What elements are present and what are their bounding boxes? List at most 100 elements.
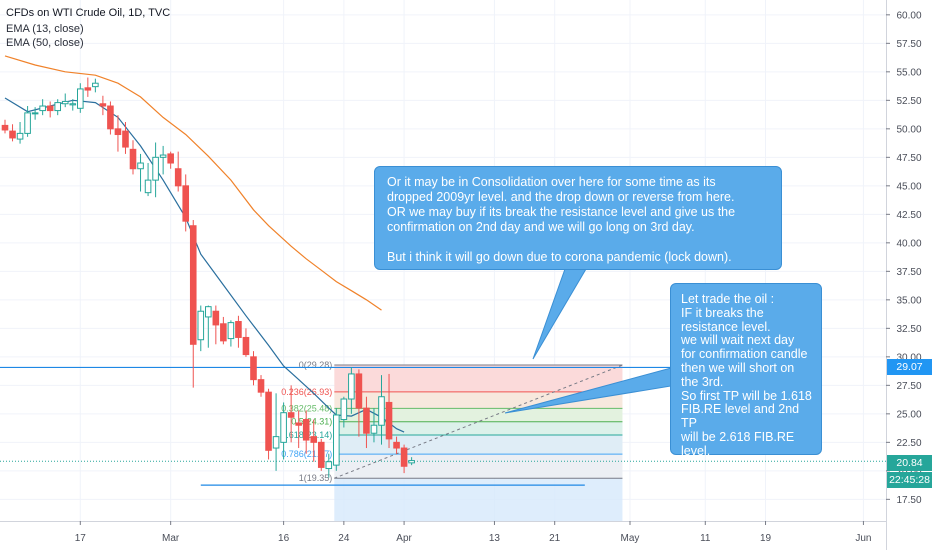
- candle: [16, 121, 24, 144]
- y-tick-label: 32.50: [896, 324, 921, 335]
- x-tick-label: 11: [700, 533, 711, 544]
- candle-body: [310, 436, 318, 443]
- candle: [340, 396, 348, 428]
- candle-body: [370, 424, 378, 434]
- fib-zone: [334, 365, 623, 392]
- candle: [212, 305, 220, 345]
- candle-body: [348, 373, 355, 400]
- last-price-tag: 20.84: [887, 455, 932, 471]
- candle: [159, 145, 167, 175]
- y-tick-label: 25.00: [896, 409, 921, 420]
- y-tick-label: 60.00: [896, 10, 921, 21]
- fib-level-label: 0.786(21.47): [281, 449, 332, 459]
- candle: [205, 305, 212, 348]
- candle-body: [1, 124, 9, 131]
- x-tick-label: May: [621, 533, 640, 544]
- candle-body: [159, 154, 167, 158]
- candle: [250, 351, 257, 386]
- candle-body: [220, 323, 227, 342]
- candle: [317, 438, 325, 471]
- candle: [227, 320, 235, 347]
- candle: [189, 220, 197, 388]
- ema13-legend[interactable]: EMA (13, close): [6, 23, 84, 35]
- candle: [370, 408, 378, 443]
- candle-body: [385, 401, 393, 440]
- candle-body: [355, 373, 363, 409]
- x-tick-label: Apr: [396, 533, 412, 544]
- fib-zone: [334, 454, 623, 479]
- candle-body: [182, 185, 190, 222]
- candle: [107, 101, 114, 135]
- ema50-legend[interactable]: EMA (50, close): [6, 37, 84, 49]
- candle-body: [265, 391, 272, 451]
- y-tick-label: 40.00: [896, 238, 921, 249]
- note-callout-consolidation[interactable]: Or it may be in Consolidation over here …: [374, 166, 782, 270]
- y-tick-label: 57.50: [896, 39, 921, 50]
- x-tick-label: 24: [338, 533, 350, 544]
- countdown-tag: 22:45:28: [887, 472, 932, 488]
- candle-body: [197, 310, 205, 341]
- candle: [46, 101, 54, 118]
- candle-body: [212, 310, 220, 326]
- candle-body: [250, 356, 257, 381]
- candle: [325, 453, 333, 478]
- candle-body: [317, 441, 325, 468]
- candle-body: [92, 82, 99, 88]
- fib-zone: [334, 435, 623, 455]
- candle-body: [167, 153, 174, 164]
- x-tick-label: 16: [278, 533, 290, 544]
- candle: [167, 151, 174, 169]
- candle: [257, 375, 265, 397]
- note-text: Or it may be in Consolidation over here …: [387, 175, 736, 264]
- candle: [144, 163, 152, 197]
- y-tick-label: 52.50: [896, 96, 921, 107]
- candle: [122, 121, 129, 154]
- candle-body: [325, 461, 333, 470]
- note-callout-trade-plan[interactable]: Let trade the oil : IF it breaks the res…: [670, 283, 822, 458]
- candle: [287, 385, 295, 443]
- y-tick-label: 42.50: [896, 210, 921, 221]
- candle: [272, 393, 280, 471]
- candle-body: [333, 414, 340, 466]
- candle-body: [99, 103, 107, 107]
- candle: [242, 328, 250, 357]
- candle: [295, 410, 302, 449]
- x-tick-label: 17: [75, 533, 87, 544]
- candle-body: [77, 88, 84, 109]
- y-tick-label: 47.50: [896, 153, 921, 164]
- time-axis: 17Mar1624Apr1321May1119Jun15: [0, 521, 886, 550]
- candle-body: [363, 407, 370, 434]
- candle-body: [69, 103, 77, 106]
- candle: [24, 106, 31, 137]
- fib-level-label: 0.5(24.31): [291, 417, 332, 427]
- fib-zone: [334, 421, 623, 436]
- fibonacci-retracement: 0(29.28) 0.236(26.93) 0.382(25.48) 0.5(24.3…: [281, 360, 623, 521]
- candle-body: [242, 336, 250, 356]
- candle-body: [408, 460, 415, 464]
- fib-level-label: 0(29.28): [299, 360, 333, 370]
- y-tick-label: 55.00: [896, 67, 921, 78]
- candle-body: [393, 441, 400, 449]
- fib-level-label: 0.382(25.48): [281, 403, 332, 413]
- candle-body: [295, 422, 302, 426]
- y-tick-label: 20.00: [896, 466, 921, 477]
- candle: [61, 93, 69, 108]
- chart-title: CFDs on WTI Crude Oil, 1D, TVC: [6, 7, 171, 19]
- candle-body: [54, 102, 62, 112]
- candle-body: [378, 396, 385, 426]
- y-tick-label: 50.00: [896, 124, 921, 135]
- y-tick-label: 30.00: [896, 352, 921, 363]
- candle: [137, 153, 144, 192]
- y-tick-label: 27.50: [896, 381, 921, 392]
- candle: [220, 316, 227, 345]
- candle-body: [39, 105, 46, 112]
- fib-level-label: 0.236(26.93): [281, 387, 332, 397]
- candle: [363, 396, 370, 449]
- fib-level-label: 1(19.35): [299, 473, 333, 483]
- candle-body: [400, 447, 408, 467]
- horizontal-lines: [0, 366, 886, 486]
- candle-body: [257, 379, 265, 393]
- x-tick-label: 19: [760, 533, 772, 544]
